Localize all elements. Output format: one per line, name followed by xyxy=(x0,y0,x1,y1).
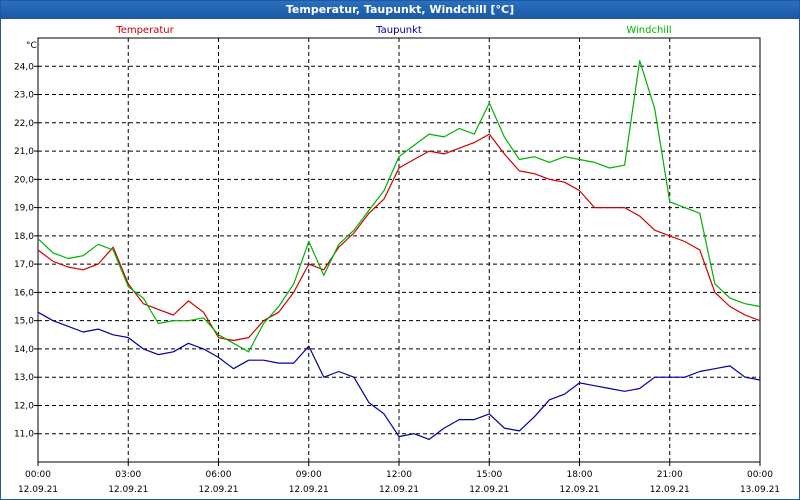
y-tick-label: 13,0 xyxy=(14,373,34,383)
series-line-taupunkt xyxy=(37,311,761,440)
series-lines xyxy=(37,59,761,440)
x-tick-time: 18:00 xyxy=(567,470,593,480)
x-tick-time: 06:00 xyxy=(206,470,232,480)
y-tick-label: 16,0 xyxy=(14,288,34,298)
y-tick-label: 21,0 xyxy=(14,147,34,157)
y-tick-label: 23,0 xyxy=(14,91,34,101)
x-tick-date: 13.09.21 xyxy=(740,485,780,495)
grid xyxy=(38,38,760,462)
y-tick-label: 12,0 xyxy=(14,401,34,411)
x-tick-date: 12.09.21 xyxy=(18,485,58,495)
y-tick-label: 19,0 xyxy=(14,204,34,214)
x-tick-time: 12:00 xyxy=(386,470,412,480)
x-tick-time: 21:00 xyxy=(657,470,683,480)
series-line-temperatur xyxy=(37,133,761,342)
legend-temperatur: Temperatur xyxy=(115,25,174,36)
series-line-windchill xyxy=(37,59,761,353)
x-tick-date: 12.09.21 xyxy=(289,485,329,495)
x-tick-time: 00:00 xyxy=(25,470,51,480)
x-tick-date: 12.09.21 xyxy=(198,485,238,495)
x-tick-date: 12.09.21 xyxy=(379,485,419,495)
x-tick-time: 03:00 xyxy=(115,470,141,480)
y-ticks: 11,0 12,0 13,0 14,0 15,0 16,0 17,0 18,0 19,0 20,0… xyxy=(14,62,38,440)
y-tick-label: 15,0 xyxy=(14,317,34,327)
x-tick-date: 12.09.21 xyxy=(469,485,509,495)
x-tick-time: 00:00 xyxy=(747,470,773,480)
window-title: Temperatur, Taupunkt, Windchill [°C] xyxy=(1,1,799,19)
y-tick-label: 22,0 xyxy=(14,119,34,129)
x-tick-date: 12.09.21 xyxy=(650,485,690,495)
y-tick-label: 20,0 xyxy=(14,175,34,185)
y-tick-label: 11,0 xyxy=(14,430,34,440)
legend-windchill: Windchill xyxy=(626,25,671,36)
x-tick-date: 12.09.21 xyxy=(108,485,148,495)
y-tick-label: 14,0 xyxy=(14,345,34,355)
y-tick-label: 17,0 xyxy=(14,260,34,270)
y-unit-label: °C xyxy=(26,41,37,51)
x-tick-time: 09:00 xyxy=(296,470,322,480)
x-ticks: 00:00 12.09.21 03:00 12.09.21 06:00 12.09.21 0… xyxy=(18,462,780,495)
y-tick-label: 18,0 xyxy=(14,232,34,242)
x-tick-date: 12.09.21 xyxy=(559,485,599,495)
y-tick-label: 24,0 xyxy=(14,62,34,72)
x-tick-time: 15:00 xyxy=(476,470,502,480)
legend-taupunkt: Taupunkt xyxy=(375,25,422,36)
